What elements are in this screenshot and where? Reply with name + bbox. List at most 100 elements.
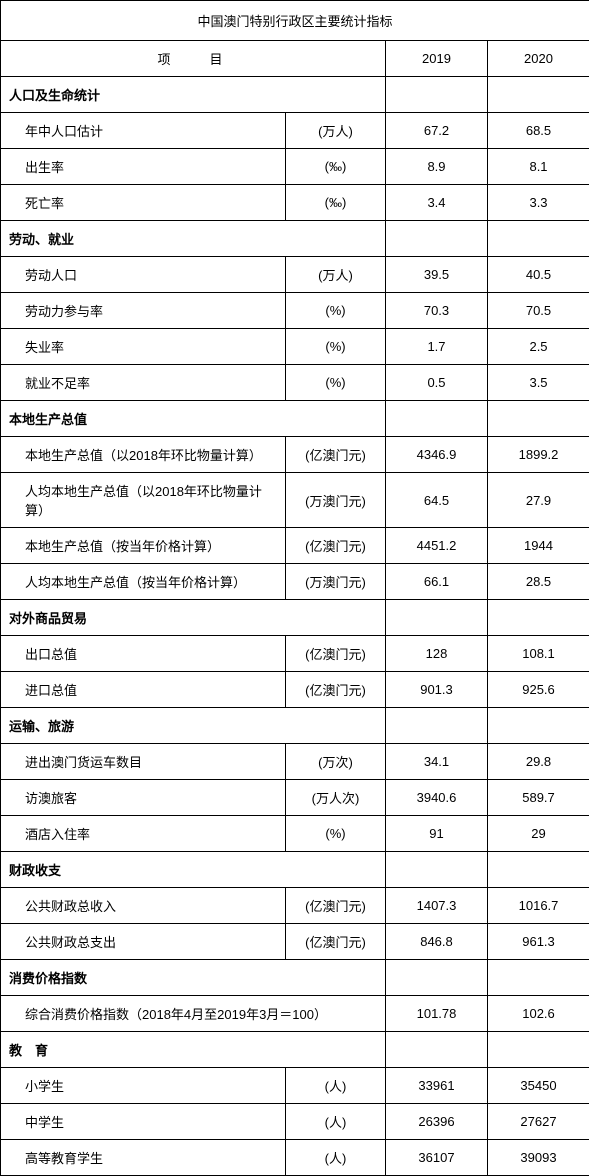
table-row: 失业率 (%) 1.7 2.5 [1, 329, 589, 365]
row-unit: (万人) [286, 113, 386, 149]
row-unit: (%) [286, 365, 386, 401]
row-unit: (亿澳门元) [286, 672, 386, 708]
row-v1: 101.78 [386, 996, 488, 1032]
row-v1: 70.3 [386, 293, 488, 329]
row-unit: (亿澳门元) [286, 528, 386, 564]
section-pop-title: 人口及生命统计 [1, 77, 386, 113]
row-v2: 29.8 [488, 744, 589, 780]
table-title: 中国澳门特别行政区主要统计指标 [1, 1, 589, 41]
row-v2: 27.9 [488, 473, 589, 528]
row-unit: (亿澳门元) [286, 888, 386, 924]
row-unit: (%) [286, 329, 386, 365]
row-label: 劳动人口 [1, 257, 286, 293]
row-label: 人均本地生产总值（按当年价格计算） [1, 564, 286, 600]
header-item: 项 目 [1, 41, 386, 77]
row-unit: (%) [286, 816, 386, 852]
section-fiscal-title: 财政收支 [1, 852, 386, 888]
row-v1: 901.3 [386, 672, 488, 708]
row-unit: (‰) [286, 149, 386, 185]
row-v1: 1407.3 [386, 888, 488, 924]
row-unit: (亿澳门元) [286, 437, 386, 473]
row-unit: (人) [286, 1140, 386, 1176]
table-row: 人均本地生产总值（按当年价格计算） (万澳门元) 66.1 28.5 [1, 564, 589, 600]
row-v1: 0.5 [386, 365, 488, 401]
table-row: 综合消费价格指数（2018年4月至2019年3月＝100） 101.78 102… [1, 996, 589, 1032]
table-row: 劳动人口 (万人) 39.5 40.5 [1, 257, 589, 293]
section-cpi-title: 消费价格指数 [1, 960, 386, 996]
row-label: 本地生产总值（按当年价格计算） [1, 528, 286, 564]
row-v2: 2.5 [488, 329, 589, 365]
row-v2: 589.7 [488, 780, 589, 816]
table-row: 高等教育学生 (人) 36107 39093 [1, 1140, 589, 1176]
row-v2: 70.5 [488, 293, 589, 329]
row-v1: 39.5 [386, 257, 488, 293]
table-row: 酒店入住率 (%) 91 29 [1, 816, 589, 852]
row-unit: (万澳门元) [286, 473, 386, 528]
row-v1: 1.7 [386, 329, 488, 365]
row-v1: 128 [386, 636, 488, 672]
row-v2: 3.3 [488, 185, 589, 221]
table-row: 出口总值 (亿澳门元) 128 108.1 [1, 636, 589, 672]
row-v1: 66.1 [386, 564, 488, 600]
row-label: 访澳旅客 [1, 780, 286, 816]
row-unit: (万人次) [286, 780, 386, 816]
row-v1: 846.8 [386, 924, 488, 960]
section-edu-title: 教 育 [1, 1032, 386, 1068]
row-v1: 34.1 [386, 744, 488, 780]
row-label: 死亡率 [1, 185, 286, 221]
section-labor-title: 劳动、就业 [1, 221, 386, 257]
table-row: 小学生 (人) 33961 35450 [1, 1068, 589, 1104]
header-year-1: 2019 [386, 41, 488, 77]
row-unit: (人) [286, 1068, 386, 1104]
table-row: 访澳旅客 (万人次) 3940.6 589.7 [1, 780, 589, 816]
row-v1: 26396 [386, 1104, 488, 1140]
row-v1: 4346.9 [386, 437, 488, 473]
row-v2: 1016.7 [488, 888, 589, 924]
row-label: 年中人口估计 [1, 113, 286, 149]
row-v2: 1899.2 [488, 437, 589, 473]
row-label: 出口总值 [1, 636, 286, 672]
row-label: 酒店入住率 [1, 816, 286, 852]
row-label: 高等教育学生 [1, 1140, 286, 1176]
section-row: 本地生产总值 [1, 401, 589, 437]
table-row: 出生率 (‰) 8.9 8.1 [1, 149, 589, 185]
row-label: 进出澳门货运车数目 [1, 744, 286, 780]
row-v2: 961.3 [488, 924, 589, 960]
header-row: 项 目 2019 2020 [1, 41, 589, 77]
row-v1: 91 [386, 816, 488, 852]
row-label: 失业率 [1, 329, 286, 365]
row-v2: 1944 [488, 528, 589, 564]
row-v2: 40.5 [488, 257, 589, 293]
row-v2: 29 [488, 816, 589, 852]
row-v1: 3.4 [386, 185, 488, 221]
row-label: 中学生 [1, 1104, 286, 1140]
row-label: 公共财政总收入 [1, 888, 286, 924]
section-gdp-title: 本地生产总值 [1, 401, 386, 437]
row-v2: 8.1 [488, 149, 589, 185]
row-label: 综合消费价格指数（2018年4月至2019年3月＝100） [1, 996, 386, 1032]
table-row: 劳动力参与率 (%) 70.3 70.5 [1, 293, 589, 329]
row-unit: (人) [286, 1104, 386, 1140]
row-unit: (万人) [286, 257, 386, 293]
table-row: 公共财政总支出 (亿澳门元) 846.8 961.3 [1, 924, 589, 960]
row-unit: (%) [286, 293, 386, 329]
row-label: 公共财政总支出 [1, 924, 286, 960]
row-label: 就业不足率 [1, 365, 286, 401]
section-row: 财政收支 [1, 852, 589, 888]
row-unit: (亿澳门元) [286, 924, 386, 960]
table-row: 年中人口估计 (万人) 67.2 68.5 [1, 113, 589, 149]
table-row: 进口总值 (亿澳门元) 901.3 925.6 [1, 672, 589, 708]
row-v1: 67.2 [386, 113, 488, 149]
row-unit: (万澳门元) [286, 564, 386, 600]
header-year-2: 2020 [488, 41, 589, 77]
table-row: 中学生 (人) 26396 27627 [1, 1104, 589, 1140]
row-label: 进口总值 [1, 672, 286, 708]
row-v2: 102.6 [488, 996, 589, 1032]
stats-table: 中国澳门特别行政区主要统计指标 项 目 2019 2020 人口及生命统计 年中… [0, 0, 589, 1176]
row-v1: 8.9 [386, 149, 488, 185]
title-row: 中国澳门特别行政区主要统计指标 [1, 1, 589, 41]
row-unit: (‰) [286, 185, 386, 221]
row-v1: 36107 [386, 1140, 488, 1176]
row-v2: 27627 [488, 1104, 589, 1140]
section-row: 运输、旅游 [1, 708, 589, 744]
